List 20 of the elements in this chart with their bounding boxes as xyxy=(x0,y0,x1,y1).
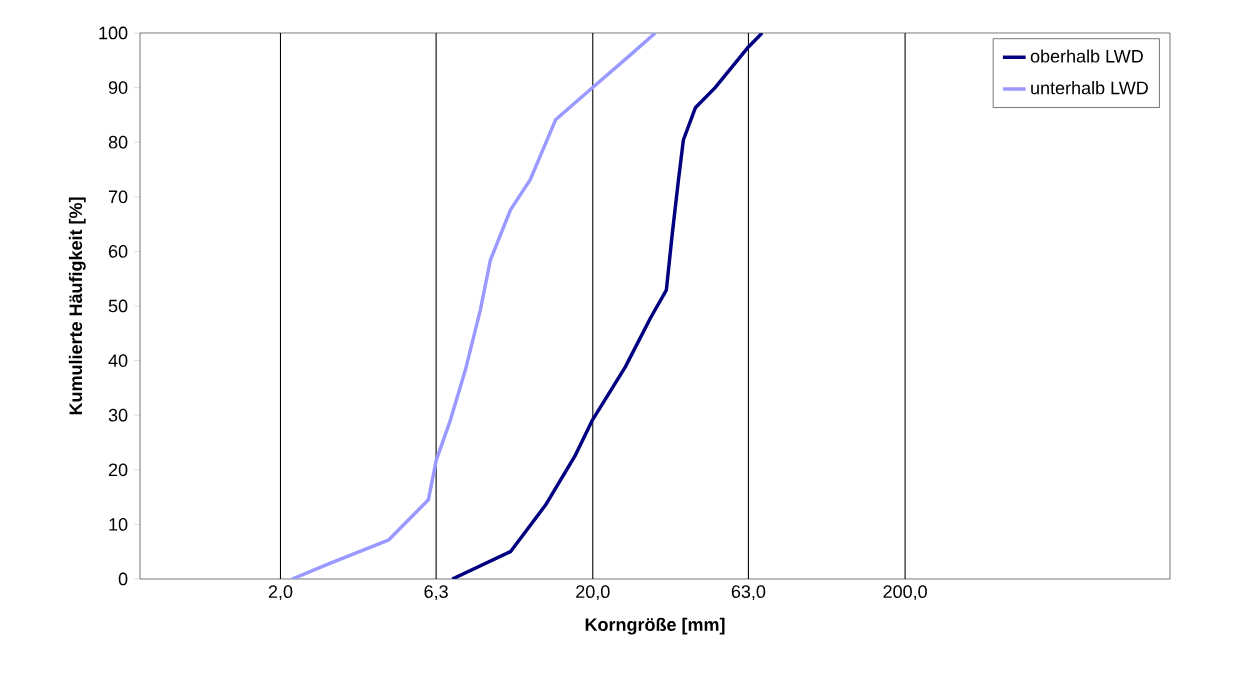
legend-label: unterhalb LWD xyxy=(1031,81,1148,95)
y-tick-label: 70 xyxy=(108,190,128,204)
y-tick-label: 90 xyxy=(108,81,128,94)
y-tick-label: 20 xyxy=(108,463,128,477)
y-tick-label: 40 xyxy=(108,354,128,367)
y-tick-label: 0 xyxy=(118,572,128,586)
y-axis-title: Kumulierte Häufigkeit [%] xyxy=(68,197,86,415)
y-tick-label: 30 xyxy=(108,408,128,422)
y-tick-label: 80 xyxy=(108,135,128,149)
x-tick-label: 200,0 xyxy=(883,585,927,601)
y-tick-label: 60 xyxy=(108,245,128,258)
x-tick-label: 63,0 xyxy=(731,585,766,601)
y-tick-label: 50 xyxy=(108,299,128,313)
y-tick-label: 10 xyxy=(109,518,128,531)
legend-label: oberhalb LWD xyxy=(1030,49,1143,63)
x-tick-label: 2,0 xyxy=(268,585,293,601)
x-tick-label: 6,3 xyxy=(424,585,448,601)
x-tick-label: 20,0 xyxy=(576,585,610,601)
x-axis-title: Korngröße [mm] xyxy=(585,617,725,635)
y-tick-label: 100 xyxy=(99,26,128,40)
